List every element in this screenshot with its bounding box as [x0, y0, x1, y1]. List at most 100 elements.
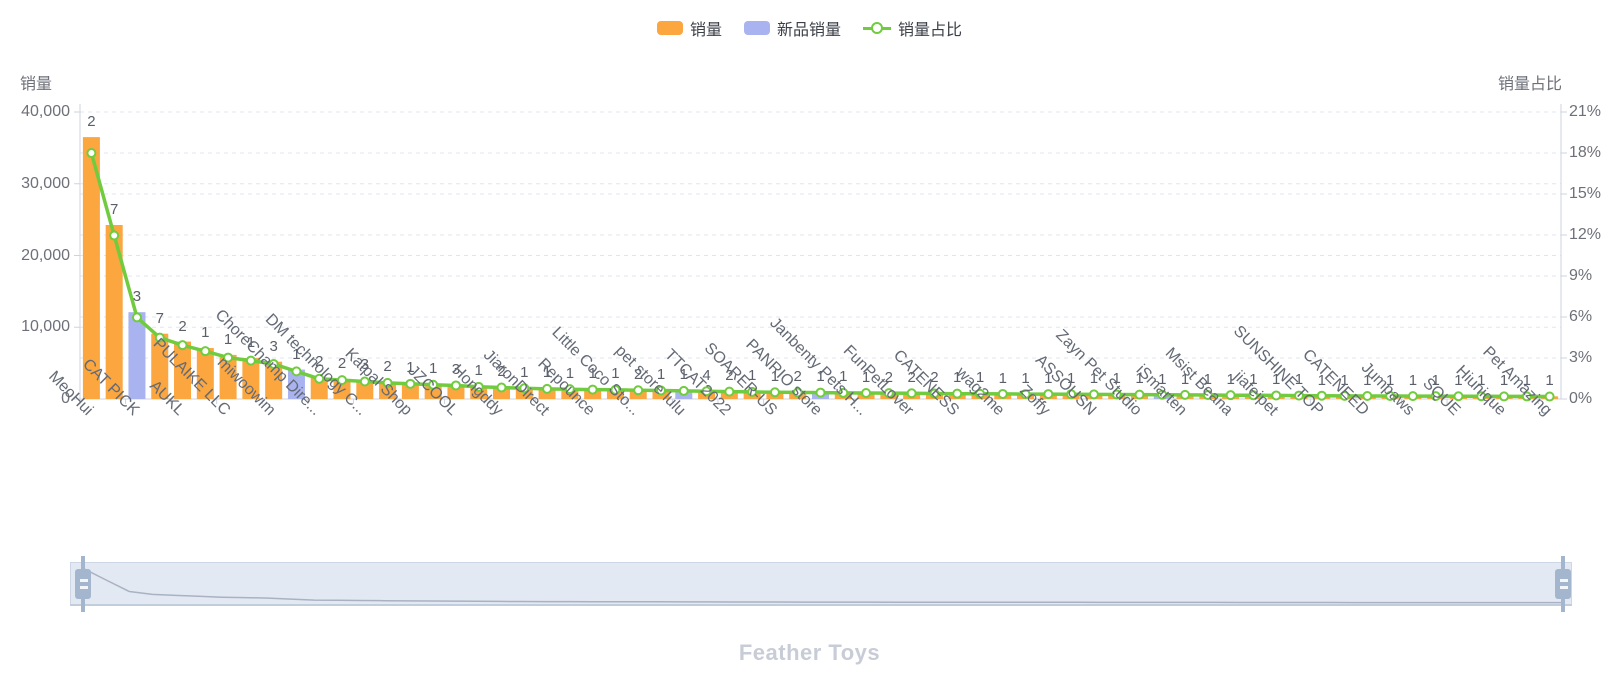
right-axis-title: 销量占比	[1497, 76, 1562, 93]
bar-value-label: 1	[839, 368, 848, 386]
bar-value-label: 1	[679, 366, 688, 384]
share-line-marker	[906, 388, 917, 399]
share-line-marker	[1202, 390, 1213, 401]
share-line-marker	[678, 385, 689, 396]
new-sales-bar[interactable]	[287, 369, 305, 399]
bar-value-label: 1	[1272, 371, 1281, 389]
bar-value-label: 1	[1477, 372, 1486, 390]
datazoom-right-handle[interactable]	[1554, 556, 1572, 612]
left-axis-tick-label: 10,000	[21, 318, 70, 336]
bar-value-label: 3	[269, 337, 278, 355]
bar-value-label: 2	[497, 362, 506, 380]
bar-value-label: 1	[428, 359, 438, 377]
share-line-marker	[1066, 389, 1077, 400]
bar-value-label: 1	[1431, 371, 1440, 389]
share-line-marker	[1430, 391, 1441, 402]
bar-value-label: 1	[1499, 372, 1509, 390]
share-line-marker	[337, 375, 348, 386]
share-line-marker	[1407, 391, 1418, 402]
bar-value-label: 1	[1340, 371, 1349, 389]
bar-value-label: 1	[1180, 370, 1190, 388]
datazoom-slider-track[interactable]	[70, 562, 1572, 605]
share-line-marker	[564, 384, 575, 395]
share-line-marker	[1111, 389, 1122, 400]
bar-value-label: 1	[1112, 370, 1121, 388]
sales-bar[interactable]	[447, 384, 465, 399]
right-axis-tick-label: 3%	[1569, 349, 1593, 366]
share-line-marker	[1225, 390, 1236, 401]
share-line-marker	[428, 379, 439, 390]
sales-bar[interactable]	[310, 377, 328, 399]
bar-value-label: 1	[542, 364, 552, 382]
left-axis-tick-label: 40,000	[21, 103, 70, 120]
sales-bar[interactable]	[401, 382, 419, 399]
sales-bar[interactable]	[151, 333, 169, 399]
right-axis-tick-label: 0%	[1569, 390, 1593, 407]
bar-value-label: 1	[770, 367, 780, 385]
bar-value-label: 1	[292, 345, 301, 363]
sales-bar[interactable]	[379, 381, 397, 399]
bar-value-label: 3	[132, 288, 142, 306]
bar-value-label: 1	[861, 368, 871, 386]
share-line-marker	[382, 377, 393, 388]
sales-bar[interactable]	[105, 225, 123, 399]
share-line-marker	[109, 230, 120, 241]
bar-value-label: 1	[588, 364, 597, 382]
share-line-marker	[1521, 391, 1532, 402]
bar-value-label: 2	[930, 369, 939, 387]
sales-bar[interactable]	[265, 361, 283, 399]
bar-value-label: 1	[406, 358, 415, 376]
bar-value-label: 1	[1385, 371, 1395, 389]
sales-bar[interactable]	[196, 348, 214, 399]
bar-value-label: 1	[656, 366, 666, 384]
share-line-marker	[701, 386, 712, 397]
share-line-marker	[1043, 389, 1054, 400]
share-line-marker	[792, 387, 803, 398]
share-line-marker	[1339, 390, 1350, 401]
sales-bar[interactable]	[219, 354, 237, 399]
legend: 销量 新品销量 销量占比	[0, 16, 1619, 40]
sales-bar[interactable]	[82, 137, 100, 400]
share-line-marker	[542, 383, 553, 394]
share-line-marker	[997, 388, 1008, 399]
legend-item-sales[interactable]: 销量	[656, 16, 722, 40]
share-line-marker	[1271, 390, 1282, 401]
share-line-marker	[1020, 389, 1031, 400]
share-line-marker	[1293, 390, 1304, 401]
sales-bar[interactable]	[333, 378, 351, 399]
legend-item-new-sales[interactable]: 新品销量	[743, 16, 841, 40]
legend-item-share[interactable]: 销量占比	[863, 16, 962, 40]
share-line-marker	[1134, 389, 1145, 400]
new-sales-bar[interactable]	[128, 312, 146, 399]
share-line-marker	[450, 380, 461, 391]
sales-bar[interactable]	[356, 380, 374, 399]
bar-value-label: 1	[223, 330, 233, 348]
line-marker-icon	[863, 21, 891, 35]
bar-value-label: 1	[565, 364, 575, 382]
share-line-marker	[1362, 390, 1373, 401]
share-line-marker	[838, 387, 849, 398]
bar-value-label: 2	[87, 113, 96, 131]
sales-swatch-icon	[656, 21, 683, 35]
bar-value-label: 1	[1089, 370, 1099, 388]
left-axis-tick-label: 20,000	[21, 246, 70, 264]
bar-value-label: 1	[1226, 370, 1235, 388]
share-line-marker	[200, 346, 211, 357]
right-axis-tick-label: 15%	[1569, 185, 1602, 202]
bar-value-label: 1	[1249, 371, 1258, 389]
sales-bar[interactable]	[174, 341, 192, 399]
right-axis-tick-label: 12%	[1569, 226, 1602, 243]
share-line-marker	[245, 355, 256, 366]
datazoom-left-handle[interactable]	[74, 556, 92, 612]
bar-value-label: 1	[1363, 371, 1372, 389]
right-axis-tick-label: 6%	[1569, 308, 1593, 325]
bar-value-label: 3	[451, 360, 461, 378]
sales-bar[interactable]	[515, 387, 533, 399]
sales-bar[interactable]	[242, 358, 260, 399]
share-line-marker	[1385, 390, 1396, 401]
bar-value-label: 1	[975, 369, 985, 387]
bar-value-label: 2	[884, 368, 894, 386]
sales-bar[interactable]	[424, 383, 442, 399]
share-line-marker	[815, 387, 826, 398]
